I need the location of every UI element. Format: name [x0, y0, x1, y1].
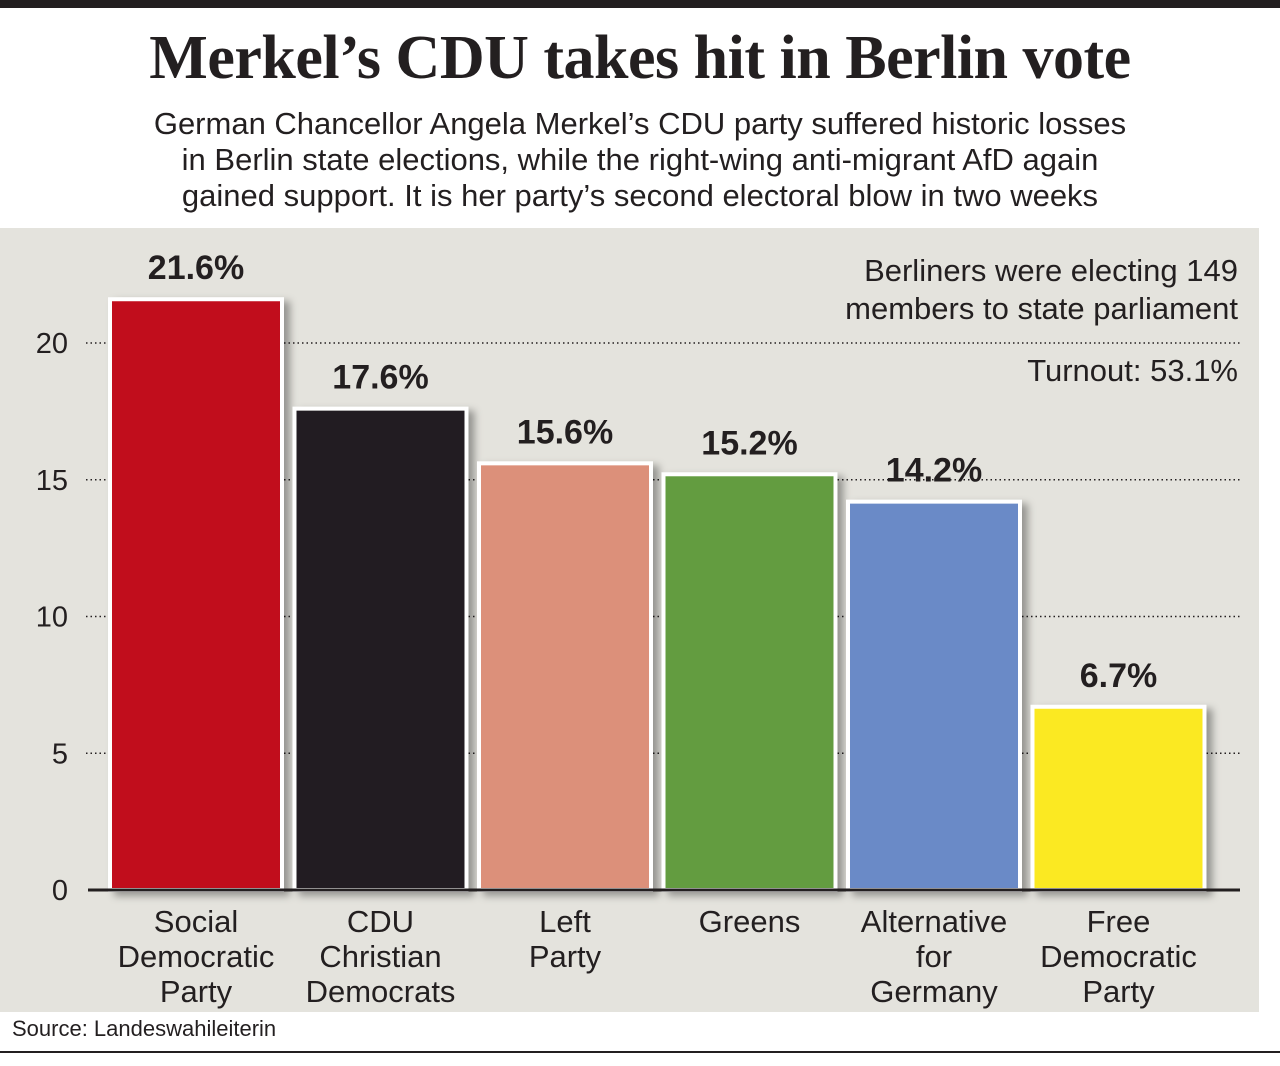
top-rule — [0, 0, 1280, 8]
category-label: Party — [1082, 974, 1155, 1009]
chart-title: Merkel’s CDU takes hit in Berlin vote — [149, 24, 1131, 92]
category-label: Germany — [870, 974, 998, 1009]
category-label: Democratic — [1040, 939, 1197, 974]
bar-value-label: 15.6% — [517, 413, 613, 451]
annotation-line: members to state parliament — [845, 291, 1238, 326]
category-label: Free — [1087, 904, 1151, 939]
category-label: Alternative — [861, 904, 1007, 939]
bar-value-label: 14.2% — [886, 452, 982, 490]
bar-value-label: 21.6% — [148, 249, 244, 287]
category-label: Left — [539, 904, 591, 939]
category-label: Democrats — [306, 974, 456, 1009]
subtitle-line: gained support. It is her party’s second… — [181, 178, 1099, 213]
y-tick-label: 20 — [36, 328, 68, 360]
category-label: Democratic — [118, 939, 275, 974]
bar — [292, 406, 469, 892]
bar — [1030, 704, 1207, 892]
annotation-turnout: Turnout: 53.1% — [1027, 353, 1238, 388]
category-label: Greens — [699, 904, 801, 939]
y-tick-label: 5 — [52, 738, 68, 770]
annotation-members: Berliners were electing 149 members to s… — [845, 252, 1238, 328]
bar-value-label: 6.7% — [1080, 657, 1158, 695]
annotation-line: Berliners were electing 149 — [864, 253, 1238, 288]
bar — [846, 499, 1022, 892]
subtitle-line: in Berlin state elections, while the rig… — [181, 142, 1099, 177]
y-tick-label: 0 — [52, 875, 68, 907]
source-credit: Source: Landeswahileiterin — [12, 1016, 277, 1041]
bar-value-label: 17.6% — [332, 359, 428, 397]
category-label: Christian — [319, 939, 441, 974]
subtitle-line: German Chancellor Angela Merkel’s CDU pa… — [153, 106, 1127, 141]
category-label: Party — [529, 939, 602, 974]
bottom-rule — [0, 1051, 1280, 1053]
bar-value-label: 15.2% — [701, 424, 797, 462]
bar — [108, 297, 284, 892]
category-label: Social — [154, 904, 238, 939]
chart-subtitle: German Chancellor Angela Merkel’s CDU pa… — [0, 106, 1280, 214]
category-label: Party — [160, 974, 233, 1009]
y-tick-label: 10 — [36, 602, 68, 634]
bar — [661, 472, 838, 892]
category-label: for — [916, 939, 952, 974]
category-label: CDU — [347, 904, 414, 939]
bar — [477, 461, 653, 892]
y-tick-label: 15 — [36, 465, 68, 497]
